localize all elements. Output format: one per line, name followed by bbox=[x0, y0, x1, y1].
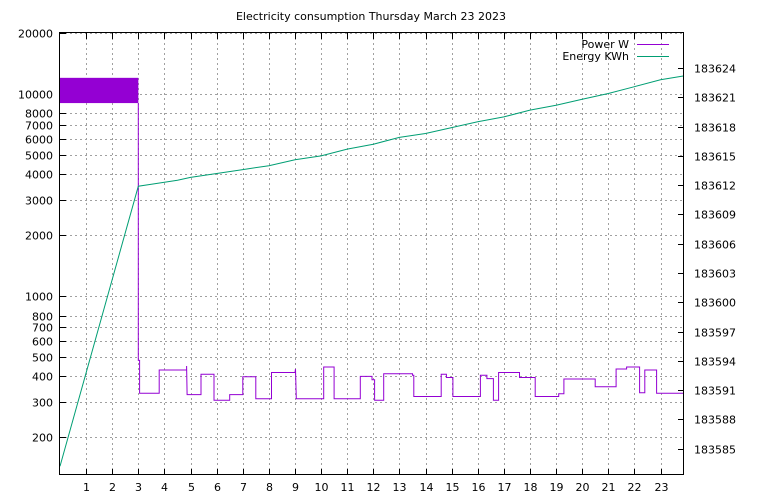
y-right-tick-label: 183615 bbox=[694, 151, 736, 164]
y-right-tick-label: 183600 bbox=[694, 297, 736, 310]
y-left-tick-label: 400 bbox=[32, 371, 53, 384]
y-right-tick-label: 183597 bbox=[694, 327, 736, 340]
y-right-tick-label: 183606 bbox=[694, 239, 736, 252]
x-tick-label: 18 bbox=[524, 481, 538, 494]
x-tick-label: 20 bbox=[576, 481, 590, 494]
grid bbox=[60, 33, 684, 475]
legend-label: Energy KWh bbox=[562, 50, 629, 63]
y-left-tick-label: 500 bbox=[32, 352, 53, 365]
x-tick-label: 3 bbox=[135, 481, 142, 494]
x-tick-label: 19 bbox=[550, 481, 564, 494]
y-left-tick-label: 1000 bbox=[25, 291, 53, 304]
x-tick-label: 21 bbox=[602, 481, 616, 494]
axes: 1 2 3 4 5 6 7 8 9 10 11 12 13 14 15 16 17 18 19 20 21 22 23200… bbox=[18, 28, 736, 495]
y-left-tick-label: 700 bbox=[32, 322, 53, 335]
y-left-tick-label: 7000 bbox=[25, 120, 53, 133]
x-tick-label: 1 bbox=[83, 481, 90, 494]
y-right-tick-label: 183621 bbox=[694, 92, 736, 105]
energy-series-line bbox=[59, 75, 685, 467]
x-tick-label: 16 bbox=[472, 481, 486, 494]
y-right-tick-label: 183612 bbox=[694, 180, 736, 193]
y-left-tick-label: 3000 bbox=[25, 195, 53, 208]
x-tick-label: 14 bbox=[420, 481, 434, 494]
y-right-tick-label: 183591 bbox=[694, 385, 736, 398]
chart-title: Electricity consumption Thursday March 2… bbox=[236, 10, 506, 23]
power-band bbox=[60, 77, 139, 104]
series-layer bbox=[59, 75, 685, 467]
plot-frame bbox=[59, 32, 684, 475]
y-left-tick-label: 300 bbox=[32, 397, 53, 410]
y-right-tick-label: 183594 bbox=[694, 356, 736, 369]
y-right-tick-label: 183603 bbox=[694, 268, 736, 281]
x-tick-label: 11 bbox=[341, 481, 355, 494]
x-tick-label: 13 bbox=[393, 481, 407, 494]
y-right-tick-label: 183618 bbox=[694, 122, 736, 135]
y-left-tick-label: 8000 bbox=[25, 108, 53, 121]
x-tick-label: 2 bbox=[109, 481, 116, 494]
x-tick-label: 22 bbox=[628, 481, 642, 494]
y-right-tick-label: 183585 bbox=[694, 444, 736, 457]
y-left-tick-label: 20000 bbox=[18, 28, 53, 41]
x-tick-label: 7 bbox=[240, 481, 247, 494]
y-right-tick-label: 183609 bbox=[694, 209, 736, 222]
y-left-tick-label: 6000 bbox=[25, 134, 53, 147]
x-tick-label: 9 bbox=[292, 481, 299, 494]
x-tick-label: 5 bbox=[188, 481, 195, 494]
x-tick-label: 12 bbox=[367, 481, 381, 494]
y-left-tick-label: 600 bbox=[32, 336, 53, 349]
x-tick-label: 8 bbox=[266, 481, 273, 494]
power-series-line bbox=[137, 103, 684, 401]
y-left-tick-label: 5000 bbox=[25, 150, 53, 163]
y-right-tick-label: 183588 bbox=[694, 414, 736, 427]
y-left-tick-label: 800 bbox=[32, 311, 53, 324]
y-right-tick-label: 183624 bbox=[694, 63, 736, 76]
x-tick-label: 15 bbox=[446, 481, 460, 494]
y-left-tick-label: 2000 bbox=[25, 230, 53, 243]
x-tick-label: 4 bbox=[161, 481, 168, 494]
x-tick-label: 10 bbox=[315, 481, 329, 494]
y-left-tick-label: 200 bbox=[32, 432, 53, 445]
x-tick-label: 17 bbox=[498, 481, 512, 494]
y-left-tick-label: 4000 bbox=[25, 169, 53, 182]
x-tick-label: 23 bbox=[655, 481, 669, 494]
legend-label: Power W bbox=[581, 38, 629, 51]
x-tick-label: 6 bbox=[214, 481, 221, 494]
y-left-tick-label: 10000 bbox=[18, 89, 53, 102]
